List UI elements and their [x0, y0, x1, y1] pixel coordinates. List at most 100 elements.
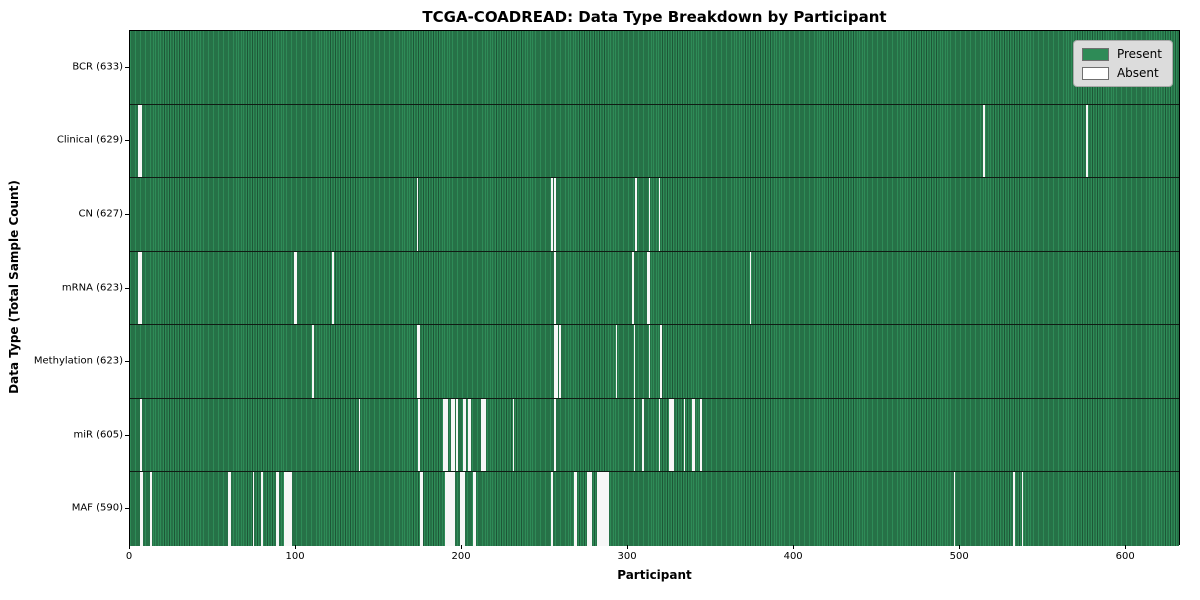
absent-line	[420, 472, 422, 546]
heatmap-row-methylation	[130, 325, 1179, 399]
absent-line	[648, 178, 651, 251]
absent-line	[464, 398, 467, 472]
absent-line	[448, 472, 450, 546]
absent-line	[660, 325, 662, 398]
absent-line	[446, 472, 449, 546]
absent-line	[229, 472, 232, 546]
absent-line	[294, 251, 296, 325]
absent-line	[1013, 472, 1015, 546]
absent-line	[332, 251, 334, 325]
absent-line	[615, 325, 618, 398]
absent-line	[554, 178, 556, 251]
absent-line	[590, 472, 593, 546]
chart-title: TCGA-COADREAD: Data Type Breakdown by Pa…	[422, 8, 887, 26]
x-axis-label: Participant	[617, 568, 692, 582]
absent-line	[443, 398, 445, 472]
absent-line	[1021, 472, 1024, 546]
absent-line	[633, 398, 636, 472]
y-tick-label: MAF (590)	[71, 502, 123, 514]
absent-line	[139, 472, 142, 546]
x-tick-mark	[129, 545, 130, 549]
absent-line	[451, 472, 454, 546]
absent-line	[418, 398, 421, 472]
absent-line	[671, 398, 674, 472]
absent-line	[602, 472, 604, 546]
x-tick-mark	[627, 545, 629, 549]
legend-swatch-icon	[1081, 47, 1109, 61]
absent-line	[290, 472, 293, 546]
x-tick-mark	[461, 545, 463, 549]
absent-line	[474, 472, 477, 546]
x-tick-label: 600	[1115, 551, 1135, 562]
absent-line	[512, 398, 515, 472]
absent-line	[275, 472, 278, 546]
y-tick-label: BCR (633)	[72, 61, 123, 73]
heatmap-row-bcr	[130, 31, 1179, 105]
absent-line	[451, 398, 454, 472]
absent-line	[597, 472, 599, 546]
absent-line	[559, 325, 561, 398]
absent-line	[463, 472, 465, 546]
legend-label: Present	[1116, 47, 1162, 61]
absent-line	[600, 472, 603, 546]
absent-line	[550, 472, 553, 546]
absent-line	[700, 398, 702, 472]
plot-area: Present Absent	[129, 30, 1180, 546]
absent-line	[141, 472, 144, 546]
absent-line	[461, 472, 464, 546]
x-tick-label: 200	[451, 551, 471, 562]
absent-line	[481, 398, 483, 472]
absent-line	[295, 251, 298, 325]
absent-line	[589, 472, 591, 546]
absent-line	[607, 472, 609, 546]
absent-line	[605, 472, 608, 546]
absent-line	[252, 472, 255, 546]
absent-line	[149, 472, 152, 546]
absent-line	[1086, 104, 1088, 178]
absent-line	[139, 251, 142, 325]
absent-line	[554, 251, 556, 325]
absent-line	[469, 398, 472, 472]
absent-line	[449, 472, 452, 546]
y-tick-mark	[125, 434, 129, 436]
heatmap-row-maf	[130, 472, 1179, 546]
heatmap-row-mrna	[130, 251, 1179, 326]
absent-line	[421, 472, 424, 546]
absent-line	[139, 104, 142, 178]
y-tick-mark	[125, 213, 129, 215]
absent-line	[953, 472, 956, 546]
absent-line	[444, 398, 447, 472]
heatmap-row-mir	[130, 398, 1179, 473]
x-tick-label: 500	[949, 551, 969, 562]
x-tick-label: 100	[285, 551, 305, 562]
absent-line	[456, 398, 459, 472]
absent-line	[260, 472, 263, 546]
absent-line	[983, 104, 986, 178]
absent-line	[693, 398, 696, 472]
x-tick-mark	[959, 545, 961, 549]
x-tick-mark	[295, 545, 297, 549]
absent-line	[312, 325, 314, 398]
absent-line	[598, 472, 601, 546]
absent-line	[287, 472, 290, 546]
absent-line	[603, 472, 606, 546]
absent-line	[416, 178, 419, 251]
absent-line	[138, 251, 140, 325]
absent-line	[284, 472, 286, 546]
absent-line	[658, 398, 661, 472]
absent-line	[632, 251, 634, 325]
y-tick-label: Methylation (623)	[33, 355, 123, 367]
absent-line	[587, 472, 590, 546]
legend-label: Absent	[1116, 66, 1159, 80]
absent-line	[691, 398, 694, 472]
absent-line	[647, 251, 649, 325]
x-tick-label: 400	[783, 551, 803, 562]
y-tick-mark	[125, 140, 129, 142]
absent-line	[463, 398, 465, 472]
absent-line	[289, 472, 291, 546]
y-tick-mark	[125, 66, 129, 68]
absent-line	[658, 178, 661, 251]
absent-line	[648, 251, 651, 325]
legend-item-absent: Absent	[1081, 66, 1162, 80]
